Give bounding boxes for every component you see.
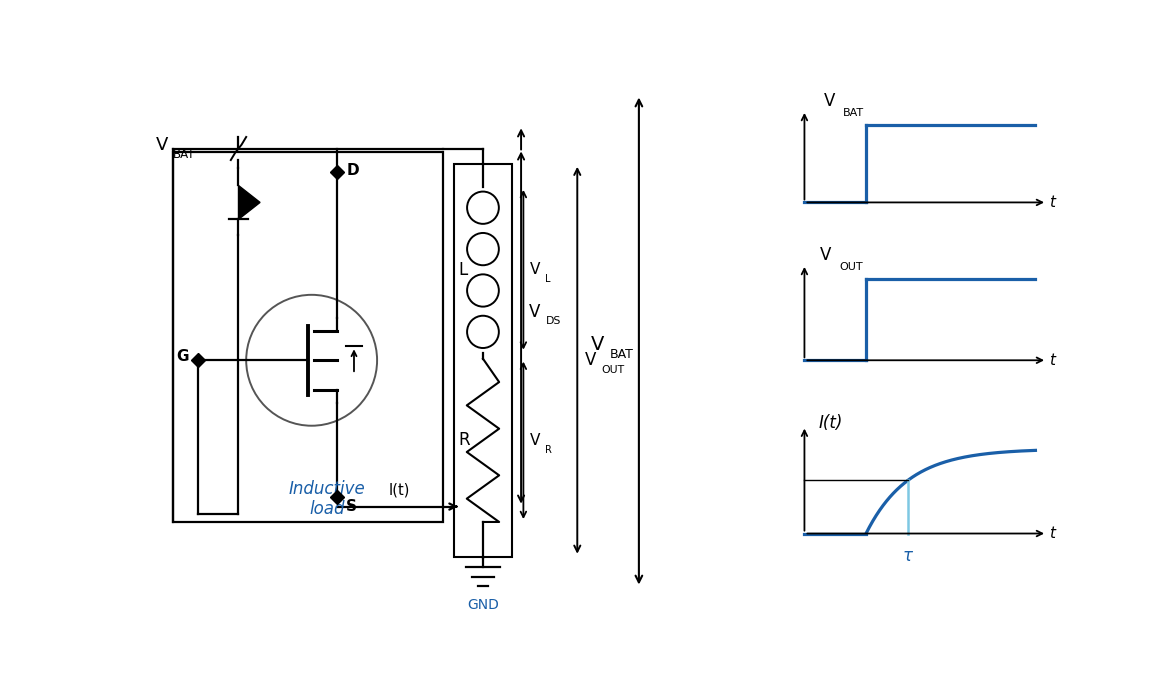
Text: S: S — [346, 499, 358, 514]
Text: L: L — [544, 274, 550, 284]
Text: BAT: BAT — [609, 349, 634, 361]
Text: OUT: OUT — [840, 262, 863, 273]
Text: G: G — [176, 349, 188, 364]
Text: t: t — [1049, 526, 1055, 541]
Text: V: V — [529, 433, 540, 448]
Text: D: D — [346, 164, 359, 178]
Text: V: V — [529, 303, 540, 321]
Text: V: V — [584, 351, 596, 369]
Text: OUT: OUT — [602, 365, 624, 374]
Text: BAT: BAT — [173, 148, 195, 161]
Text: V: V — [823, 92, 835, 110]
Text: GND: GND — [467, 598, 499, 612]
Text: $\tau$: $\tau$ — [902, 547, 915, 565]
Text: t: t — [1049, 195, 1055, 210]
Text: L: L — [459, 261, 468, 279]
Bar — [454, 164, 512, 557]
Bar — [173, 152, 442, 522]
Text: t: t — [1049, 353, 1055, 367]
Text: V: V — [820, 246, 831, 264]
Text: I(t): I(t) — [818, 414, 843, 432]
Text: V: V — [156, 137, 168, 154]
Text: V: V — [592, 335, 604, 355]
Text: R: R — [459, 431, 470, 450]
Text: BAT: BAT — [843, 108, 864, 118]
Text: R: R — [544, 445, 552, 454]
Text: Inductive
load: Inductive load — [288, 480, 366, 518]
Text: V: V — [529, 262, 540, 277]
Polygon shape — [239, 186, 260, 219]
Text: I(t): I(t) — [389, 483, 410, 497]
Text: DS: DS — [546, 316, 561, 326]
